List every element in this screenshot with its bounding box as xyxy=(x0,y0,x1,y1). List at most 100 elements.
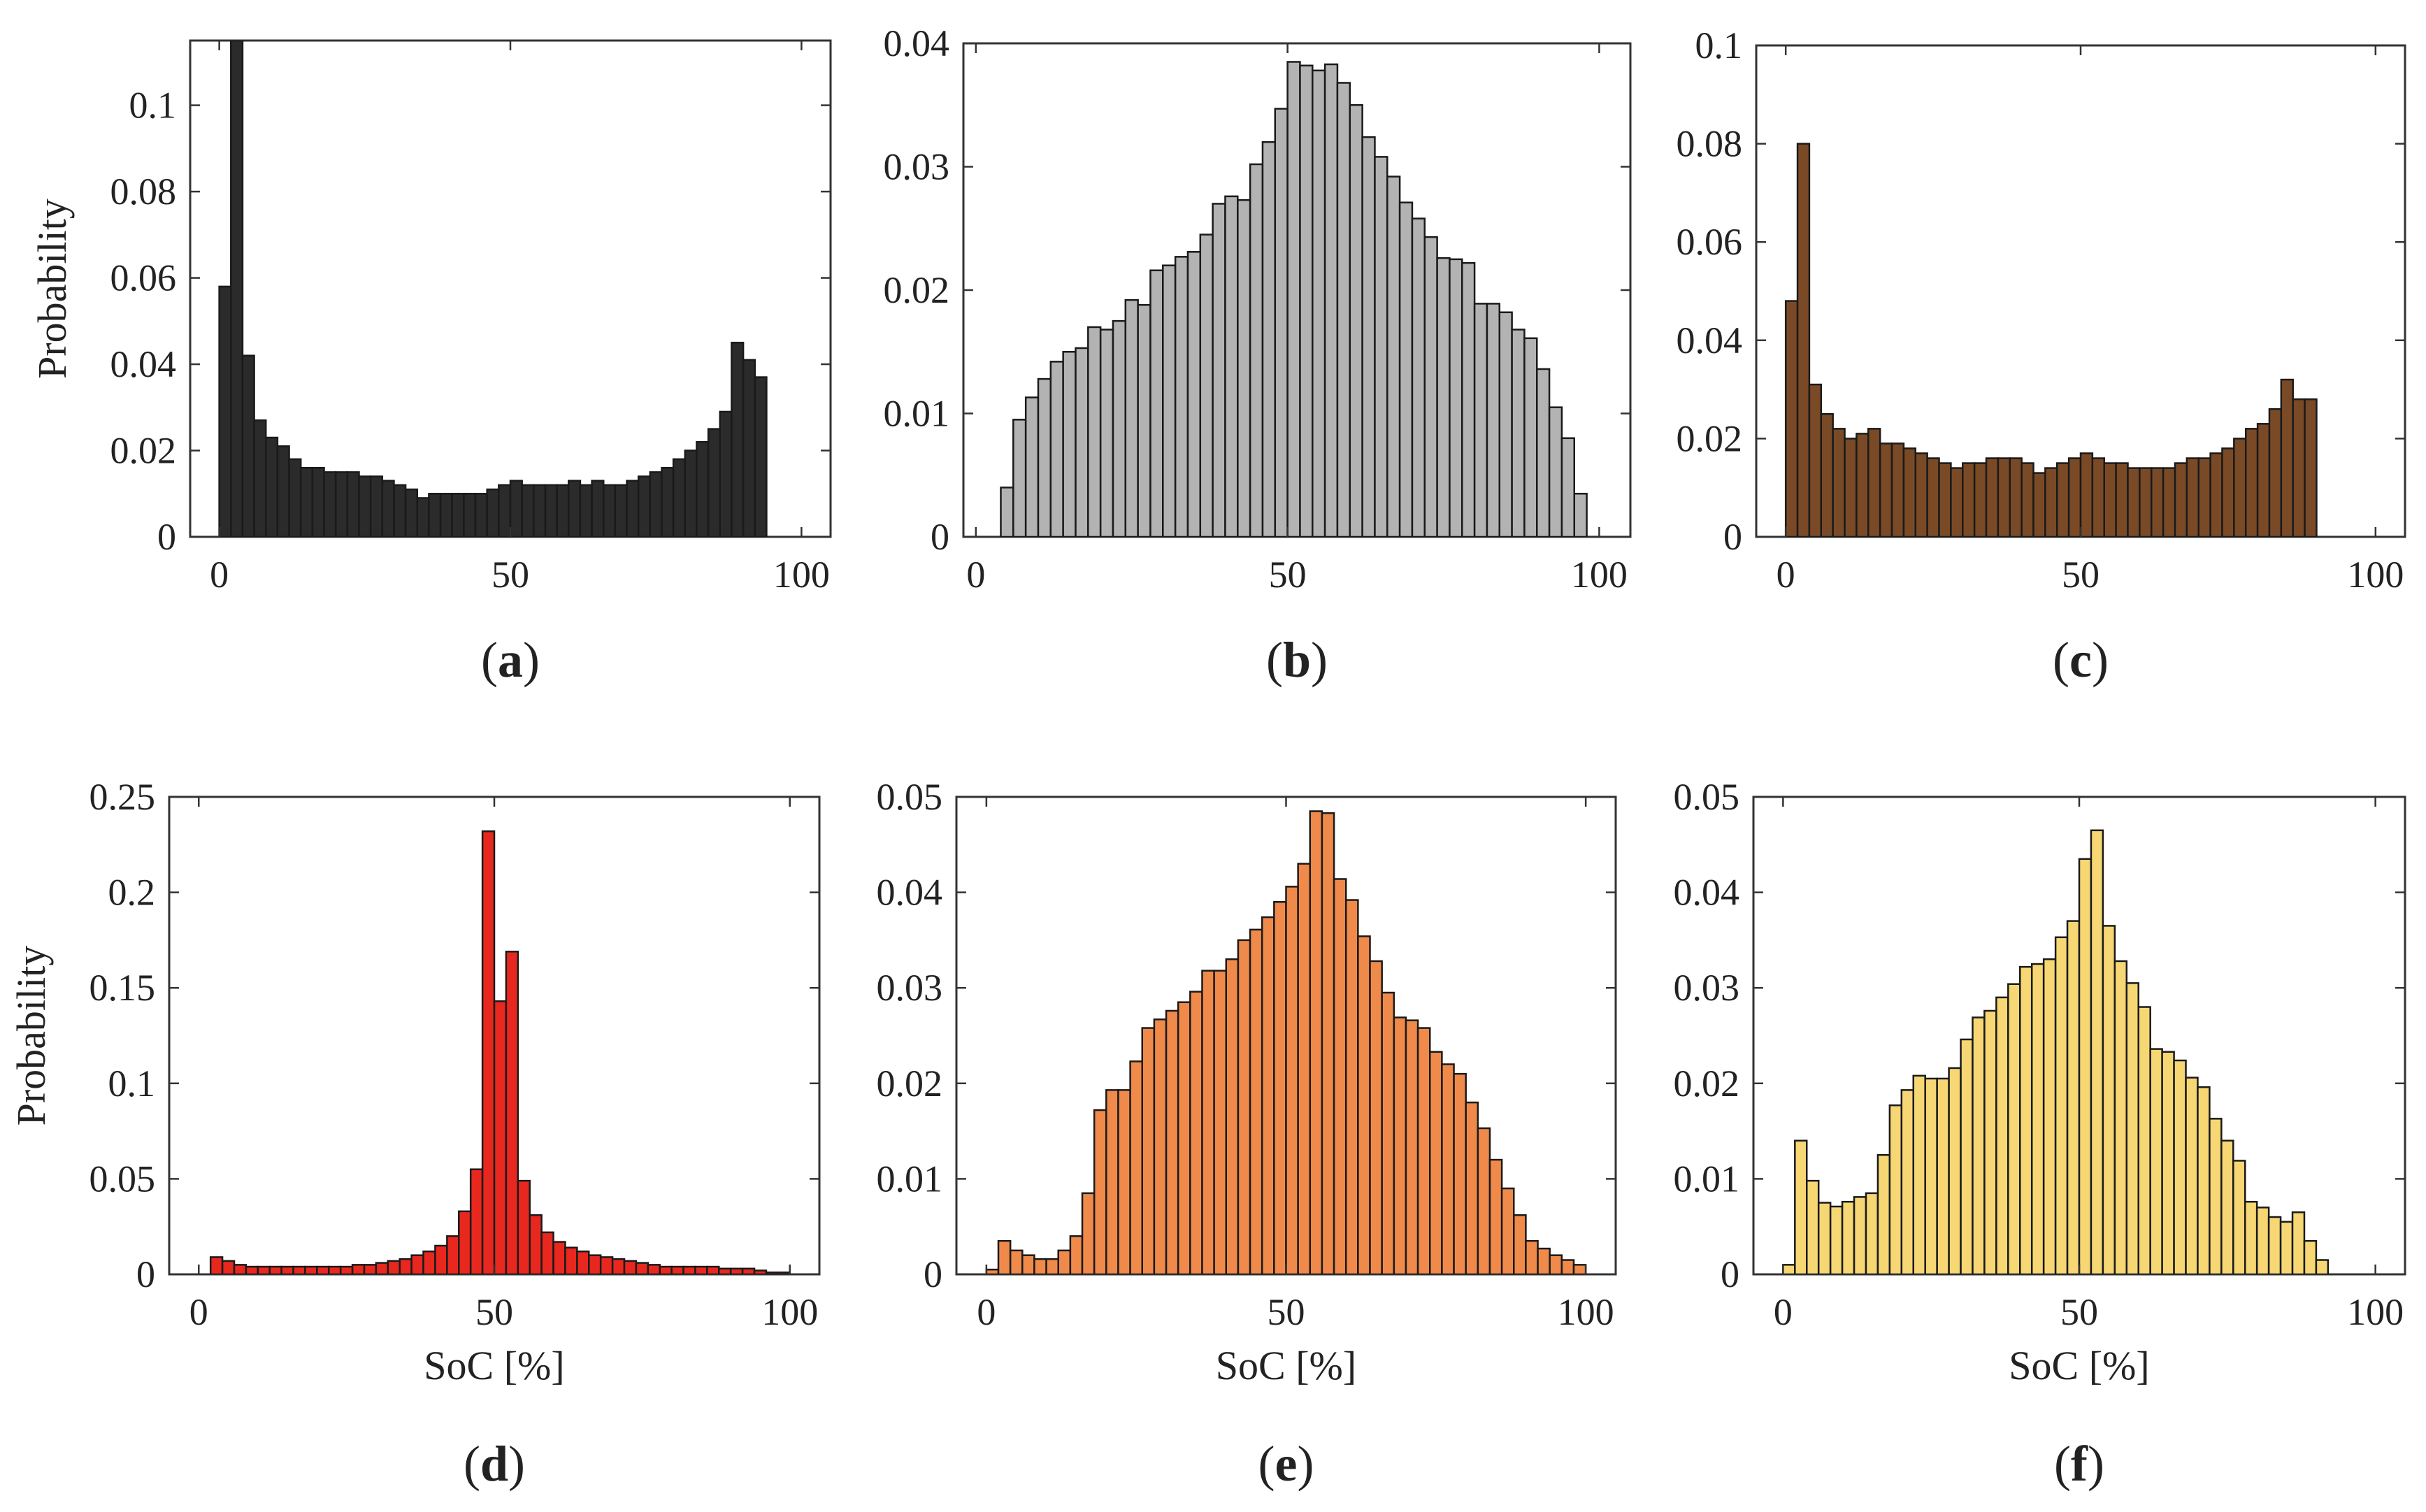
bar-a-3 xyxy=(253,419,267,537)
bar-a-21 xyxy=(463,493,477,537)
bar-c-31 xyxy=(2150,467,2165,537)
bar-a-34 xyxy=(614,484,628,537)
bar-c-23 xyxy=(2056,462,2070,537)
bar-d-41 xyxy=(694,1265,708,1274)
bar-d-30 xyxy=(564,1246,578,1274)
ytick-label-a-5: 0.1 xyxy=(129,85,177,127)
bar-a-15 xyxy=(393,484,407,537)
bar-c-32 xyxy=(2162,467,2176,537)
ytick-label-d-4: 0.2 xyxy=(108,872,156,914)
panel-label-a: (a) xyxy=(481,632,540,688)
bar-f-36 xyxy=(2209,1118,2223,1274)
ytick-label-e-3: 0.03 xyxy=(877,967,943,1009)
bars-d xyxy=(209,830,791,1274)
ytick-label-c-0: 0 xyxy=(1723,516,1742,558)
bar-d-14 xyxy=(375,1262,389,1274)
bar-e-8 xyxy=(1081,1192,1096,1274)
bar-e-22 xyxy=(1249,928,1263,1274)
bar-c-7 xyxy=(1867,428,1881,537)
bar-c-33 xyxy=(2174,462,2188,537)
bar-c-3 xyxy=(1820,413,1834,537)
panel-label-d: (d) xyxy=(464,1436,525,1492)
bar-d-43 xyxy=(718,1267,732,1274)
ytick-label-e-0: 0 xyxy=(924,1253,942,1295)
bar-e-48 xyxy=(1560,1259,1575,1274)
bar-c-39 xyxy=(2244,428,2259,537)
bar-d-37 xyxy=(647,1264,661,1274)
bar-b-27 xyxy=(1336,82,1351,537)
y-axis-label-d: Probability xyxy=(8,946,54,1126)
bar-f-43 xyxy=(2291,1211,2306,1274)
bar-f-0 xyxy=(1782,1264,1796,1274)
bar-c-41 xyxy=(2268,408,2283,537)
bar-c-44 xyxy=(2304,398,2318,537)
bar-b-29 xyxy=(1361,136,1376,537)
xtick-label-b-1: 50 xyxy=(1269,554,1307,596)
bar-d-35 xyxy=(623,1260,638,1274)
bar-e-29 xyxy=(1333,878,1347,1274)
bar-f-40 xyxy=(2255,1207,2270,1274)
bar-d-26 xyxy=(517,1179,531,1274)
ytick-label-a-1: 0.02 xyxy=(110,430,177,472)
ytick-label-e-5: 0.05 xyxy=(877,776,943,818)
bar-a-31 xyxy=(579,484,593,537)
bar-d-5 xyxy=(268,1265,282,1274)
bar-f-1 xyxy=(1794,1139,1808,1274)
ytick-label-b-0: 0 xyxy=(931,516,949,558)
bar-b-42 xyxy=(1523,337,1538,537)
bar-b-6 xyxy=(1075,347,1089,537)
bar-d-22 xyxy=(469,1168,484,1274)
ytick-label-e-1: 0.01 xyxy=(877,1158,943,1200)
panel-c: 0 0.02 0.04 0.06 0.08 0.1 0 50 100 (c) xyxy=(1677,24,2406,688)
bar-a-5 xyxy=(276,445,290,537)
xtick-label-b-0: 0 xyxy=(966,554,985,596)
bar-f-16 xyxy=(1972,1016,1986,1274)
xtick-label-c-1: 50 xyxy=(2062,554,2100,596)
bar-c-22 xyxy=(2044,467,2058,537)
bar-a-26 xyxy=(521,484,535,537)
bar-e-45 xyxy=(1525,1239,1539,1274)
bar-e-17 xyxy=(1189,991,1203,1274)
bar-f-42 xyxy=(2279,1221,2294,1274)
bar-a-44 xyxy=(731,341,745,537)
bar-c-30 xyxy=(2139,467,2153,537)
bar-d-16 xyxy=(399,1258,412,1274)
bar-c-1 xyxy=(1796,143,1811,537)
bar-d-8 xyxy=(304,1265,318,1274)
bar-a-36 xyxy=(637,475,652,537)
bar-c-26 xyxy=(2091,457,2105,537)
ytick-label-f-0: 0 xyxy=(1721,1253,1739,1295)
bar-a-19 xyxy=(439,493,453,537)
bar-e-27 xyxy=(1309,810,1323,1274)
bar-a-14 xyxy=(381,480,395,537)
bar-e-14 xyxy=(1153,1018,1168,1274)
bar-d-20 xyxy=(446,1235,460,1274)
bar-c-5 xyxy=(1844,438,1858,537)
ytick-label-b-3: 0.03 xyxy=(884,146,950,188)
bar-b-37 xyxy=(1461,261,1476,537)
bar-d-45 xyxy=(741,1267,756,1274)
bar-e-2 xyxy=(1009,1249,1024,1274)
bar-d-21 xyxy=(458,1210,472,1274)
bar-e-44 xyxy=(1513,1214,1527,1274)
bar-c-35 xyxy=(2197,457,2211,537)
bar-d-2 xyxy=(233,1264,247,1274)
bar-f-9 xyxy=(1888,1104,1903,1274)
bar-d-23 xyxy=(481,830,496,1274)
bar-a-1 xyxy=(230,41,244,537)
bar-e-42 xyxy=(1488,1158,1503,1274)
bar-b-5 xyxy=(1062,351,1077,537)
bar-a-38 xyxy=(661,466,675,537)
panel-a: 0 0.02 0.04 0.06 0.08 0.1 0 50 100 Probability (a) xyxy=(29,39,832,688)
ytick-label-d-2: 0.1 xyxy=(108,1063,156,1104)
xtick-label-d-0: 0 xyxy=(189,1291,208,1333)
bar-c-42 xyxy=(2280,378,2294,537)
bar-e-49 xyxy=(1572,1264,1587,1274)
bar-b-28 xyxy=(1349,104,1363,537)
bar-f-38 xyxy=(2232,1160,2246,1274)
bar-e-1 xyxy=(997,1239,1012,1274)
bar-e-23 xyxy=(1261,916,1275,1274)
bar-e-18 xyxy=(1201,970,1215,1274)
bar-c-21 xyxy=(2032,472,2046,537)
bar-e-33 xyxy=(1381,991,1395,1274)
